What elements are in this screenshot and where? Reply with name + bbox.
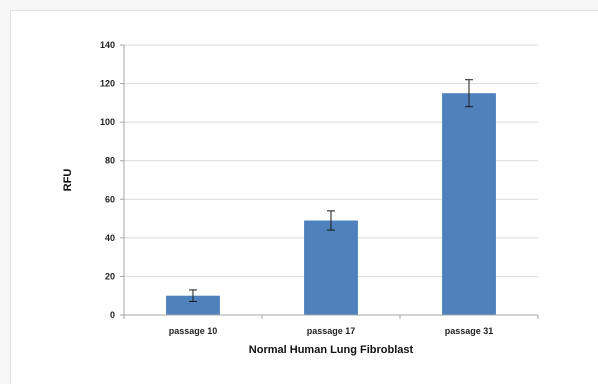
gridlines: [124, 44, 538, 277]
bars: [166, 93, 496, 315]
x-tick-labels: passage 10 passage 17 passage 31: [169, 326, 494, 336]
y-tick-label: 140: [100, 40, 115, 50]
error-bars: [189, 79, 473, 302]
axes: [120, 44, 539, 319]
y-tick-label: 40: [105, 233, 115, 243]
y-tick-label: 80: [105, 156, 115, 166]
y-tick-label: 120: [100, 79, 115, 89]
bar-passage-17: [304, 220, 358, 315]
x-axis-title: Normal Human Lung Fibroblast: [249, 344, 414, 356]
y-tick-label: 100: [100, 117, 115, 127]
y-axis-title: RFU: [62, 169, 74, 192]
x-tick-label: passage 10: [169, 326, 218, 336]
y-tick-labels: 0 20 40 60 80 100 120 140: [100, 40, 115, 320]
bar-passage-10: [166, 295, 220, 315]
bar-passage-31: [442, 93, 496, 315]
chart-frame: 0 20 40 60 80 100 120 140 passage 10 passage 17 p…: [10, 10, 598, 384]
y-tick-label: 60: [105, 194, 115, 204]
y-tick-label: 20: [105, 271, 115, 281]
y-tick-label: 0: [110, 310, 115, 320]
x-tick-label: passage 17: [307, 326, 356, 336]
x-tick-label: passage 31: [445, 326, 494, 336]
